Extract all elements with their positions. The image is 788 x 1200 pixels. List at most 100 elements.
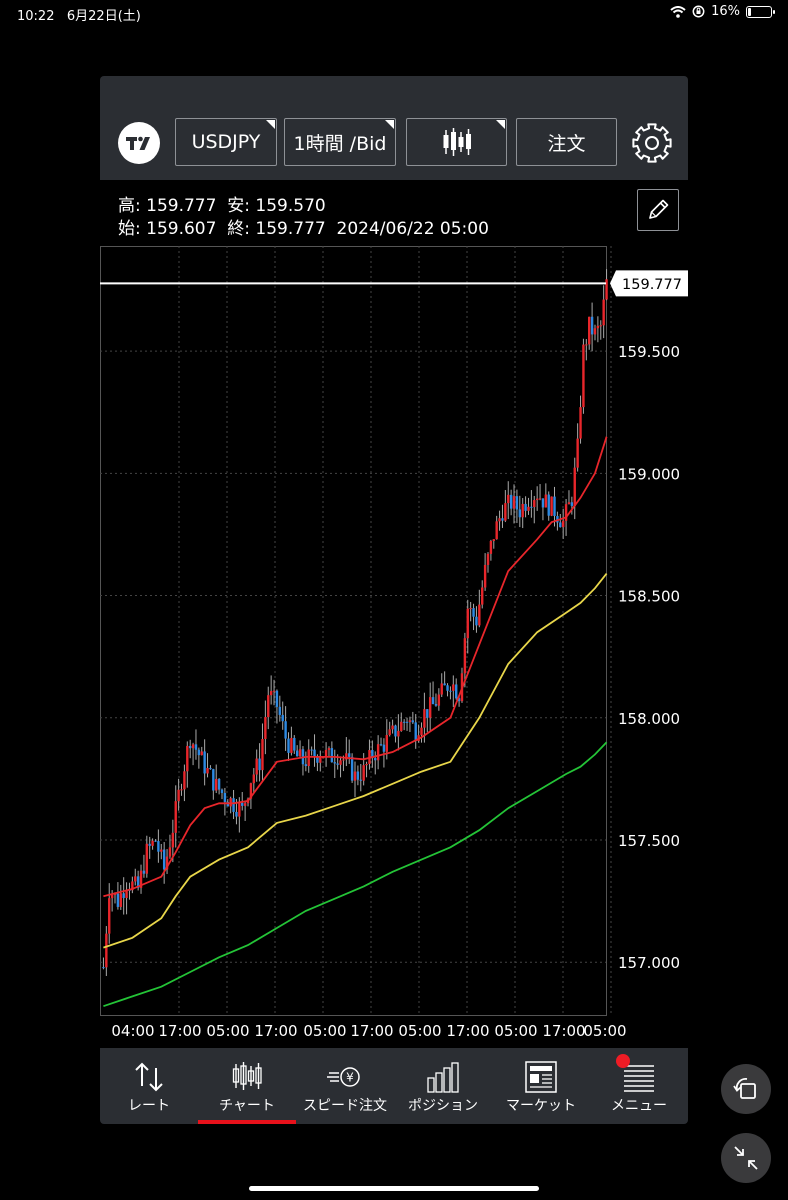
candle-body (264, 717, 267, 739)
symbol-selector[interactable]: USDJPY (175, 118, 277, 166)
current-price-tag (610, 270, 688, 297)
nav-label: マーケット (506, 1098, 576, 1114)
status-date: 6月22日(土) (66, 9, 141, 24)
list-menu-icon (624, 1065, 654, 1092)
candle-body (191, 744, 195, 749)
tradingview-logo-icon[interactable] (118, 122, 160, 164)
status-time: 10:22 6月22日(土) (17, 9, 141, 24)
candle-body (200, 751, 203, 756)
nav-item-speed-order[interactable]: ¥ スピード注文 (296, 1048, 394, 1124)
gear-icon[interactable] (629, 120, 675, 166)
nav-item-position[interactable]: ポジション (394, 1048, 492, 1124)
candle-body (527, 506, 530, 511)
candle-body (293, 737, 296, 751)
candle-body (466, 608, 469, 639)
y-tick-label: 159.500 (618, 343, 680, 361)
candle-body (408, 720, 412, 722)
candle-body (431, 697, 435, 705)
candle-body (602, 299, 605, 326)
candle-body (475, 616, 478, 626)
status-bar: 10:22 6月22日(土) 16% (0, 0, 788, 26)
candle-body (567, 502, 571, 505)
x-tick-label: 05:00 (494, 1022, 537, 1040)
y-tick-label: 157.500 (618, 832, 680, 850)
candle-body (507, 494, 510, 504)
candle-body (142, 870, 146, 874)
candle-body (411, 720, 415, 723)
candle-body (359, 779, 362, 781)
candle-body (397, 730, 400, 737)
candle-body (423, 709, 426, 728)
candle-body (255, 758, 258, 775)
candle-body (472, 608, 475, 617)
candle-body (316, 757, 319, 763)
open-label: 始: (118, 219, 141, 239)
candle-body (498, 518, 501, 522)
candle-body (145, 843, 149, 874)
close-value: 159.777 (255, 219, 326, 239)
x-tick-label: 17:00 (542, 1022, 585, 1040)
candle-body (232, 798, 235, 812)
close-label: 終: (227, 219, 250, 239)
candle-body (564, 504, 568, 521)
svg-text:¥: ¥ (346, 1071, 354, 1085)
candle-body (327, 748, 331, 750)
symbol-label: USDJPY (191, 131, 261, 153)
dropdown-corner-icon (266, 120, 275, 129)
moving-average-line (103, 741, 608, 1008)
candle-body (486, 553, 490, 565)
bottom-nav: レート チャート ¥ スピード注文 (100, 1048, 688, 1124)
nav-item-rate[interactable]: レート (100, 1048, 198, 1124)
candle-body (148, 843, 151, 846)
candle-body (131, 881, 134, 891)
shrink-button[interactable] (721, 1133, 771, 1183)
candle-body (376, 744, 380, 761)
candle-body (483, 564, 487, 588)
candle-body (287, 738, 290, 753)
candle-body (269, 691, 273, 696)
candle-body (434, 704, 438, 706)
candle-body (194, 744, 198, 750)
order-button[interactable]: 注文 (516, 118, 617, 166)
candle-body (134, 876, 137, 882)
x-tick-label: 05:00 (583, 1022, 626, 1040)
price-chart[interactable]: 159.500 159.000 158.500 158.000 157.500 157.0… (100, 246, 688, 1048)
x-tick-label: 17:00 (350, 1022, 393, 1040)
candle-body (177, 789, 180, 802)
candle-body (105, 933, 108, 968)
plot-frame (100, 246, 607, 1016)
candle-body (241, 802, 244, 806)
candle-body (267, 695, 270, 718)
low-label: 安: (227, 196, 250, 216)
y-tick-label: 158.500 (618, 588, 680, 606)
low-value: 159.570 (255, 196, 326, 216)
chart-type-selector[interactable] (406, 118, 507, 166)
nav-item-chart[interactable]: チャート (198, 1048, 296, 1124)
rotate-screen-button[interactable] (721, 1064, 771, 1114)
timeframe-selector[interactable]: 1時間 /Bid (284, 118, 396, 166)
candle-body (452, 684, 455, 691)
x-tick-label: 05:00 (206, 1022, 249, 1040)
candle-body (102, 967, 105, 969)
nav-item-market[interactable]: マーケット (492, 1048, 590, 1124)
candle-body (469, 608, 472, 610)
candle-body (501, 518, 504, 521)
candle-body (541, 498, 545, 508)
dropdown-corner-icon (496, 120, 505, 129)
drawing-tool-button[interactable] (637, 189, 679, 231)
battery-icon (746, 5, 775, 18)
candle-body (428, 697, 432, 718)
candle-body (518, 509, 522, 518)
candle-body (440, 683, 443, 695)
candle-body (298, 749, 302, 757)
nav-label: ポジション (408, 1098, 478, 1114)
candle-body (139, 870, 143, 888)
candle-body (605, 279, 608, 300)
nav-item-menu[interactable]: メニュー (590, 1048, 688, 1124)
candle-body (509, 494, 513, 509)
candle-body (420, 727, 423, 736)
candle-body (585, 344, 588, 346)
candle-body (512, 496, 516, 509)
candle-body (481, 587, 484, 605)
candle-body (504, 503, 507, 521)
